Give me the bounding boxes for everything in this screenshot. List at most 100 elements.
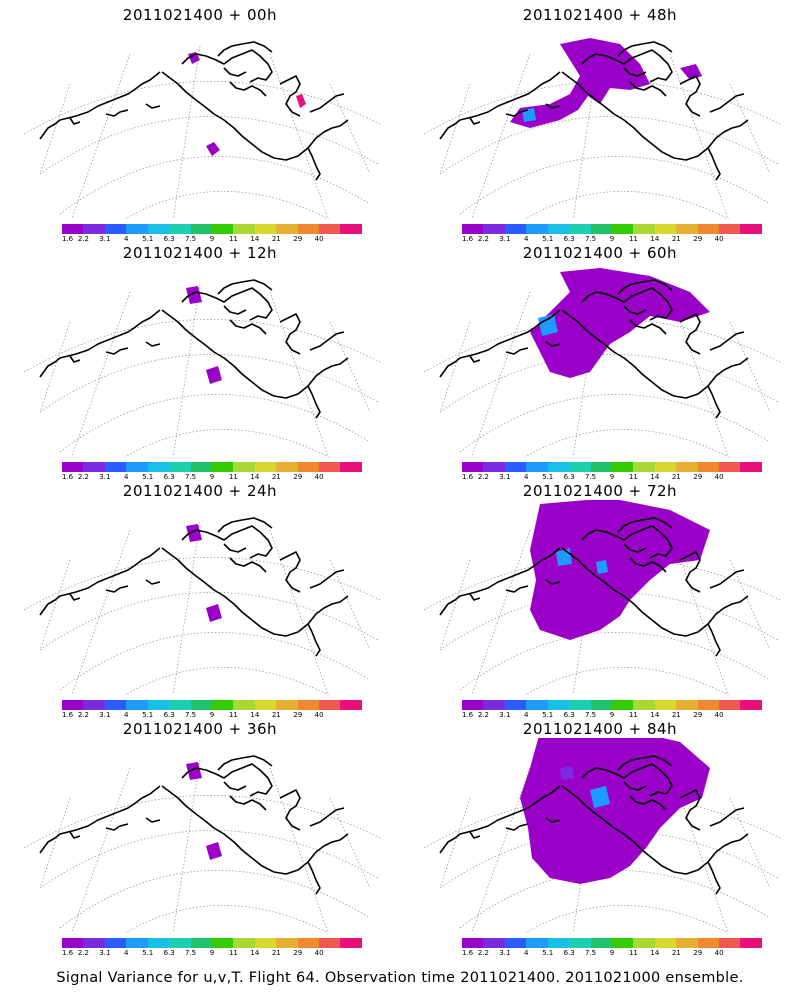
colorbar-tick-label: 40 xyxy=(714,473,724,481)
colorbar-tick-label: 21 xyxy=(271,711,281,719)
colorbar-segment xyxy=(104,938,127,948)
map-panel: 2011021400 + 48h 1.6 2.2 3.1 4 5.1 6.3 7.5 9 11 14… xyxy=(400,2,800,243)
graticule-line xyxy=(39,321,71,413)
graticule-line xyxy=(459,155,771,215)
colorbar-segment xyxy=(740,938,762,948)
colorbar-segment xyxy=(483,462,505,472)
colorbar xyxy=(62,224,362,234)
colorbar-segment xyxy=(504,938,527,948)
colorbar-segment xyxy=(211,462,234,472)
coastline xyxy=(617,755,673,771)
colorbar-tick-label: 9 xyxy=(609,473,615,481)
colorbar-tick-label: 4 xyxy=(524,235,529,243)
colorbar-segment xyxy=(676,938,698,948)
coastline xyxy=(623,543,647,553)
colorbar xyxy=(62,462,362,472)
colorbar-segment xyxy=(126,224,148,234)
colorbar-segment xyxy=(62,938,84,948)
coastline xyxy=(279,551,301,593)
colorbar-tick-label: 14 xyxy=(250,949,260,957)
coastline xyxy=(145,579,161,585)
coastline xyxy=(223,305,247,315)
graticule-line xyxy=(71,529,131,695)
colorbar-tick-label: 3.1 xyxy=(499,711,511,719)
colorbar-segment xyxy=(340,224,362,234)
colorbar-tick-label: 29 xyxy=(293,711,303,719)
colorbar-labels: 1.6 2.2 3.1 4 5.1 6.3 7.5 9 11 14 21 29 40 xyxy=(462,473,762,483)
panel-title: 2011021400 + 60h xyxy=(522,244,678,262)
colorbar-tick-label: 5.1 xyxy=(542,711,554,719)
colorbar-segment xyxy=(697,224,720,234)
colorbar-tick-label: 4 xyxy=(124,235,129,243)
graticule-line xyxy=(439,321,471,413)
colorbar-tick-label: 4 xyxy=(124,711,129,719)
colorbar-tick-label: 9 xyxy=(209,235,215,243)
colorbar-segment xyxy=(254,224,277,234)
graticule-line xyxy=(39,592,379,651)
colorbar-segment xyxy=(633,224,655,234)
coastline xyxy=(307,623,321,657)
coastline xyxy=(709,93,745,113)
coastline xyxy=(545,103,561,109)
colorbar-segment xyxy=(62,462,84,472)
colorbar-tick-label: 9 xyxy=(209,949,215,957)
colorbar-tick-label: 9 xyxy=(609,711,615,719)
coastline xyxy=(279,789,301,831)
coastline xyxy=(309,331,345,351)
polar-map xyxy=(23,517,381,695)
colorbar-segment xyxy=(126,700,148,710)
colorbar-tick-label: 2.2 xyxy=(77,711,89,719)
colorbar-segment xyxy=(569,938,591,948)
colorbar-tick-label: 11 xyxy=(228,235,238,243)
coastline xyxy=(679,789,701,831)
colorbar-segment xyxy=(719,224,741,234)
colorbar-segment xyxy=(590,224,612,234)
colorbar-segment xyxy=(340,700,362,710)
coastline xyxy=(561,71,749,161)
colorbar-segment xyxy=(297,700,320,710)
colorbar-tick-label: 9 xyxy=(209,711,215,719)
colorbar-tick-label: 2.2 xyxy=(477,235,489,243)
colorbar-segment xyxy=(462,700,484,710)
graticule-line xyxy=(39,354,379,413)
graticule-line xyxy=(459,631,771,691)
colorbar-segment xyxy=(254,700,277,710)
graticule-line xyxy=(269,53,329,219)
coastline xyxy=(69,831,81,839)
coastline xyxy=(505,823,529,831)
graticule-line xyxy=(23,795,381,849)
colorbar-segment xyxy=(297,224,320,234)
graticule-line xyxy=(124,191,330,219)
colorbar-tick-label: 1.6 xyxy=(62,711,74,719)
colorbar-tick-label: 29 xyxy=(693,711,703,719)
colorbar-segment xyxy=(654,462,677,472)
polar-map xyxy=(423,738,781,933)
coastline xyxy=(679,313,701,355)
coastline xyxy=(439,547,561,616)
graticule-line xyxy=(459,393,771,453)
coastline xyxy=(439,71,561,140)
graticule-line xyxy=(59,155,371,215)
polar-map xyxy=(423,500,781,695)
colorbar-segment xyxy=(62,700,84,710)
coastline xyxy=(223,781,247,791)
colorbar-segment xyxy=(526,224,548,234)
colorbar-segment xyxy=(633,700,655,710)
colorbar-tick-label: 4 xyxy=(524,711,529,719)
polar-map xyxy=(23,41,381,219)
graticule-line xyxy=(71,291,131,457)
colorbar-tick-label: 14 xyxy=(250,473,260,481)
colorbar-segment xyxy=(504,700,527,710)
coastline xyxy=(39,71,161,140)
coastline xyxy=(707,147,721,181)
coastline xyxy=(709,807,745,827)
variance-region xyxy=(590,786,610,808)
graticule-line xyxy=(439,559,471,651)
graticule-line xyxy=(524,667,730,695)
colorbar-tick-label: 4 xyxy=(124,949,129,957)
colorbar-segment xyxy=(569,224,591,234)
coastline xyxy=(617,41,673,57)
colorbar-tick-label: 29 xyxy=(693,473,703,481)
colorbar-segment xyxy=(719,938,741,948)
colorbar-segment xyxy=(654,700,677,710)
